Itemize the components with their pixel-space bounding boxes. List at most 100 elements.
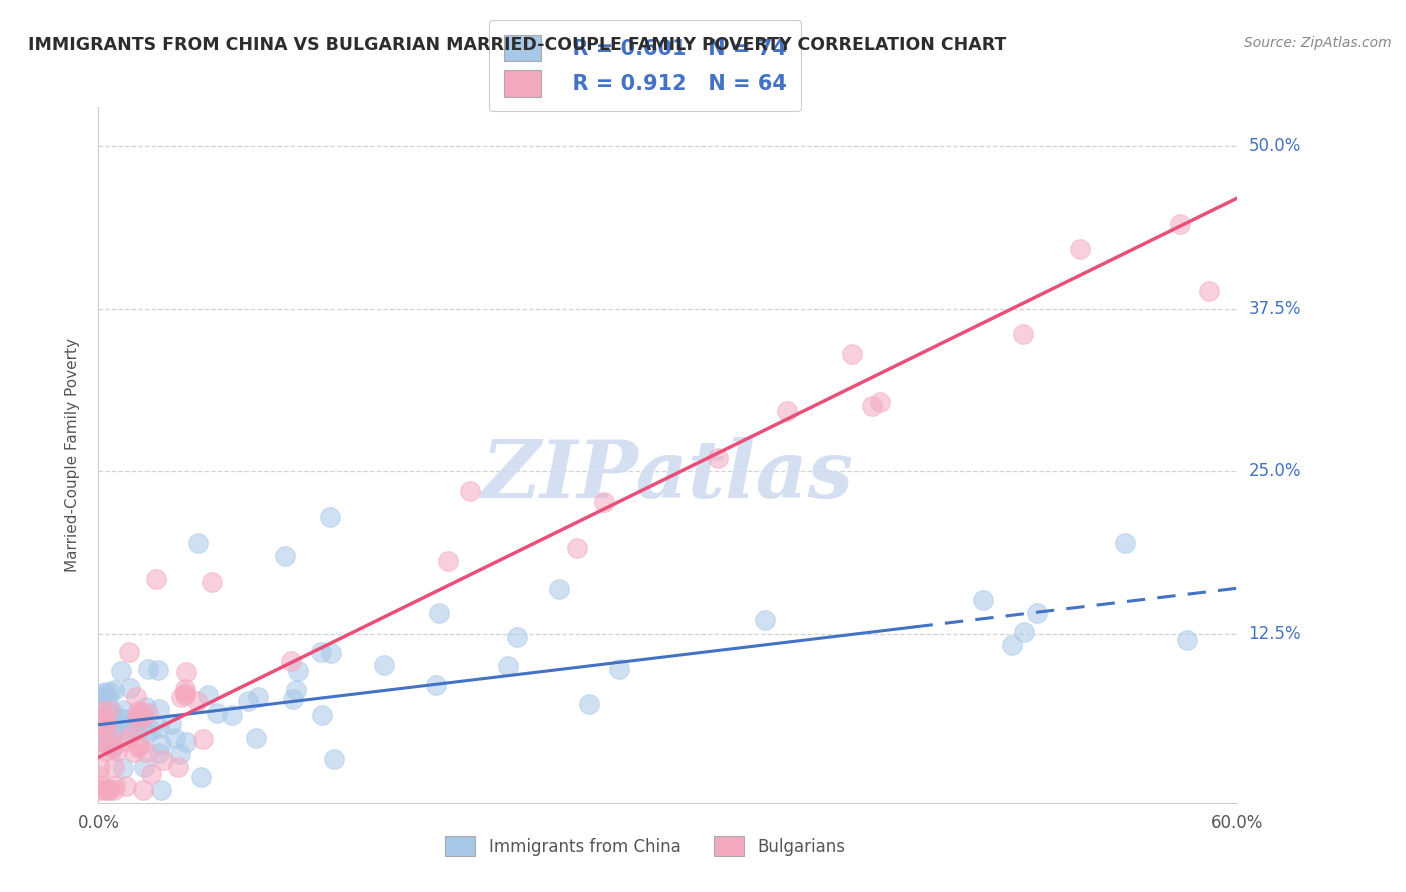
Point: [87, 769, 110, 783]
Point: [1198, 284, 1220, 298]
Point: [972, 592, 994, 607]
Point: [114, 779, 136, 793]
Point: [1114, 535, 1136, 549]
Point: [110, 712, 132, 726]
Point: [146, 663, 169, 677]
Point: [280, 654, 302, 668]
Point: [427, 606, 450, 620]
Point: [103, 782, 125, 797]
Point: [101, 737, 124, 751]
Point: [136, 662, 159, 676]
Point: [94, 710, 117, 724]
Point: [132, 760, 155, 774]
Point: [112, 761, 135, 775]
Text: 12.5%: 12.5%: [1249, 624, 1301, 643]
Point: [97, 782, 120, 797]
Point: [118, 681, 141, 695]
Point: [136, 706, 159, 720]
Point: [131, 705, 153, 719]
Point: [132, 782, 155, 797]
Point: [201, 574, 224, 589]
Point: [1170, 217, 1192, 231]
Text: IMMIGRANTS FROM CHINA VS BULGARIAN MARRIED-COUPLE FAMILY POVERTY CORRELATION CHA: IMMIGRANTS FROM CHINA VS BULGARIAN MARRI…: [28, 36, 1007, 54]
Point: [506, 631, 529, 645]
Point: [125, 714, 148, 729]
Point: [127, 704, 149, 718]
Point: [87, 782, 110, 797]
Legend: Immigrants from China, Bulgarians: Immigrants from China, Bulgarians: [437, 828, 853, 864]
Point: [754, 613, 776, 627]
Point: [548, 582, 571, 597]
Point: [104, 779, 127, 793]
Point: [869, 395, 891, 409]
Point: [91, 688, 114, 702]
Point: [97, 782, 120, 797]
Point: [246, 690, 269, 705]
Point: [97, 727, 120, 741]
Point: [321, 646, 343, 660]
Point: [97, 703, 120, 717]
Point: [860, 399, 883, 413]
Point: [152, 753, 174, 767]
Point: [173, 686, 195, 700]
Point: [87, 721, 110, 735]
Point: [607, 662, 630, 676]
Point: [111, 712, 134, 726]
Point: [91, 732, 114, 747]
Point: [139, 723, 162, 737]
Point: [149, 737, 172, 751]
Point: [187, 535, 209, 549]
Text: ZIPatlas: ZIPatlas: [482, 437, 853, 515]
Point: [1175, 632, 1198, 647]
Point: [132, 710, 155, 724]
Point: [458, 484, 481, 499]
Text: 37.5%: 37.5%: [1249, 300, 1301, 318]
Point: [309, 645, 332, 659]
Point: [1025, 607, 1047, 621]
Point: [221, 707, 243, 722]
Point: [174, 682, 197, 697]
Point: [105, 744, 128, 758]
Point: [90, 734, 112, 748]
Point: [496, 659, 519, 673]
Point: [128, 715, 150, 730]
Point: [89, 760, 111, 774]
Point: [205, 706, 228, 720]
Point: [287, 664, 309, 678]
Point: [145, 572, 167, 586]
Point: [1012, 327, 1035, 342]
Point: [148, 702, 170, 716]
Point: [319, 509, 342, 524]
Point: [311, 708, 333, 723]
Point: [193, 731, 215, 746]
Point: [96, 730, 118, 744]
Point: [323, 752, 346, 766]
Point: [118, 729, 141, 743]
Point: [425, 678, 447, 692]
Point: [117, 645, 139, 659]
Text: Source: ZipAtlas.com: Source: ZipAtlas.com: [1244, 36, 1392, 50]
Point: [89, 691, 111, 706]
Point: [101, 742, 124, 756]
Point: [707, 450, 730, 465]
Point: [159, 716, 181, 731]
Point: [103, 740, 125, 755]
Point: [110, 664, 132, 678]
Point: [122, 745, 145, 759]
Y-axis label: Married-Couple Family Poverty: Married-Couple Family Poverty: [65, 338, 80, 572]
Point: [98, 684, 121, 698]
Point: [148, 747, 170, 761]
Point: [111, 703, 134, 717]
Point: [125, 723, 148, 738]
Point: [578, 697, 600, 711]
Point: [1069, 242, 1091, 256]
Point: [93, 782, 115, 797]
Point: [125, 690, 148, 705]
Point: [775, 404, 797, 418]
Point: [136, 725, 159, 739]
Point: [437, 554, 460, 568]
Point: [90, 707, 112, 722]
Point: [170, 690, 193, 704]
Point: [98, 738, 121, 752]
Point: [94, 685, 117, 699]
